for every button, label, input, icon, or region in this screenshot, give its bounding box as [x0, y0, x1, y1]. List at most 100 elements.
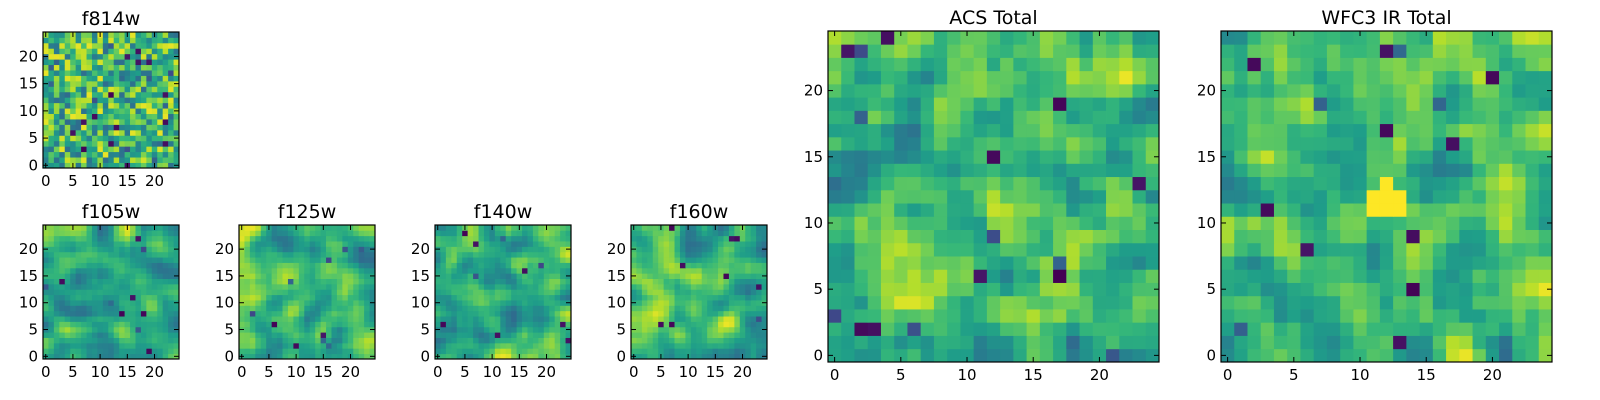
heatmap-cell	[151, 283, 158, 290]
heatmap-cell	[113, 135, 120, 142]
heatmap-cell	[532, 353, 539, 360]
heatmap-cell	[674, 267, 681, 274]
heatmap-cell	[347, 230, 354, 237]
heatmap-cell	[543, 337, 550, 344]
heatmap-cell	[75, 326, 82, 333]
heatmap-cell	[108, 64, 115, 71]
heatmap-cell	[244, 262, 251, 269]
heatmap-cell	[739, 273, 746, 279]
heatmap-cell	[1366, 123, 1381, 138]
heatmap-cell	[489, 337, 496, 344]
heatmap-cell	[43, 332, 49, 338]
heatmap-cell	[451, 273, 458, 279]
heatmap-cell	[135, 300, 142, 306]
heatmap-cell	[162, 37, 169, 44]
heatmap-cell	[538, 353, 545, 360]
heatmap-cell	[867, 335, 882, 350]
heatmap-cell	[173, 257, 180, 263]
heatmap-cell	[146, 129, 153, 136]
heatmap-cell	[560, 273, 566, 279]
heatmap-cell	[162, 353, 169, 360]
heatmap-cell	[102, 316, 109, 322]
heatmap-cell	[168, 113, 174, 120]
heatmap-cell	[756, 337, 762, 344]
heatmap-cell	[483, 326, 490, 333]
heatmap-cell	[97, 119, 104, 125]
heatmap-cell	[135, 135, 142, 142]
heatmap-cell	[81, 241, 87, 247]
heatmap-cell	[538, 257, 545, 263]
heatmap-cell	[1273, 348, 1288, 363]
heatmap-cell	[326, 246, 332, 253]
heatmap-cell	[70, 342, 77, 349]
heatmap-cell	[48, 86, 55, 93]
heatmap-cell	[745, 251, 752, 258]
heatmap-cell	[947, 110, 961, 125]
heatmap-cell	[712, 278, 719, 285]
heatmap-cell	[130, 225, 136, 231]
heatmap-cell	[516, 332, 523, 338]
heatmap-cell	[880, 150, 895, 164]
heatmap-cell	[494, 241, 501, 247]
heatmap-cell	[157, 310, 164, 317]
heatmap-cell	[854, 97, 869, 111]
heatmap-cell	[489, 326, 496, 333]
heatmap-cell	[1512, 295, 1526, 310]
heatmap-cell	[1079, 189, 1094, 204]
heatmap-cell	[369, 230, 376, 237]
heatmap-cell	[282, 278, 289, 285]
heatmap-cell	[293, 283, 300, 290]
heatmap-cell	[669, 332, 675, 338]
heatmap-cell	[516, 246, 523, 253]
heatmap-cell	[565, 310, 572, 317]
heatmap-cell	[244, 310, 251, 317]
heatmap-cell	[75, 225, 82, 231]
heatmap-cell	[1013, 282, 1027, 297]
heatmap-cell	[483, 316, 490, 322]
axes-frame	[434, 224, 572, 360]
heatmap-cell	[894, 256, 908, 270]
heatmap-cell	[1026, 309, 1041, 323]
heatmap-cell	[761, 332, 768, 338]
heatmap-cell	[636, 283, 643, 290]
heatmap-cell	[326, 278, 332, 285]
heatmap-cell	[331, 283, 338, 290]
heatmap-cell	[124, 80, 131, 87]
heatmap-cell	[130, 305, 136, 312]
heatmap-cell	[734, 235, 741, 242]
heatmap-cell	[1260, 282, 1275, 297]
heatmap-cell	[1039, 136, 1054, 151]
heatmap-cell	[445, 278, 452, 285]
heatmap-cell	[1145, 309, 1160, 323]
heatmap-cell	[369, 337, 376, 344]
heatmap-cell	[1379, 309, 1394, 323]
heatmap-cell	[1393, 70, 1407, 85]
heatmap-cell	[86, 294, 93, 301]
heatmap-cell	[1053, 57, 1067, 72]
heatmap-cell	[70, 246, 77, 253]
heatmap-cell	[473, 273, 479, 279]
heatmap-cell	[86, 37, 93, 44]
heatmap-cell	[1379, 83, 1394, 98]
heatmap-cell	[920, 176, 935, 191]
heatmap-cell	[315, 305, 321, 312]
heatmap-cell	[75, 241, 82, 247]
heatmap-cell	[745, 326, 752, 333]
heatmap-cell	[445, 225, 452, 231]
heatmap-cell	[663, 300, 670, 306]
heatmap-cell	[1079, 31, 1094, 45]
heatmap-cell	[756, 251, 762, 258]
heatmap-cell	[271, 332, 278, 338]
heatmap-cell	[119, 151, 125, 158]
heatmap-cell	[473, 225, 479, 231]
heatmap-cell	[70, 326, 77, 333]
heatmap-cell	[560, 235, 566, 242]
heatmap-cell	[1366, 83, 1381, 98]
heatmap-cell	[920, 97, 935, 111]
heatmap-cell	[1092, 110, 1107, 125]
heatmap-cell	[641, 230, 648, 237]
heatmap-cell	[124, 251, 131, 258]
heatmap-cell	[271, 353, 278, 360]
heatmap-cell	[718, 273, 724, 279]
heatmap-cell	[151, 37, 158, 44]
